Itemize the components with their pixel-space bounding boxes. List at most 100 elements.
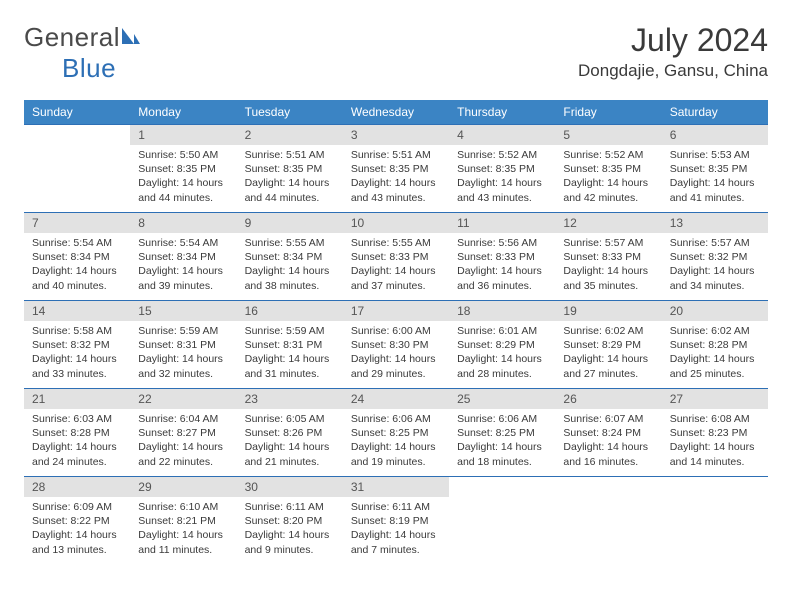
calendar-cell: 16Sunrise: 5:59 AMSunset: 8:31 PMDayligh…	[237, 301, 343, 389]
calendar-cell: 23Sunrise: 6:05 AMSunset: 8:26 PMDayligh…	[237, 389, 343, 477]
calendar-cell: 12Sunrise: 5:57 AMSunset: 8:33 PMDayligh…	[555, 213, 661, 301]
daylight-line: Daylight: 14 hours and 11 minutes.	[138, 528, 228, 556]
sunset-line: Sunset: 8:26 PM	[245, 426, 335, 440]
sunset-line: Sunset: 8:35 PM	[457, 162, 547, 176]
sunrise-line: Sunrise: 5:58 AM	[32, 324, 122, 338]
sunset-line: Sunset: 8:30 PM	[351, 338, 441, 352]
sunrise-line: Sunrise: 6:00 AM	[351, 324, 441, 338]
logo-text-right: Blue	[62, 53, 116, 83]
sunrise-line: Sunrise: 5:57 AM	[563, 236, 653, 250]
weekday-header: Friday	[555, 100, 661, 125]
calendar-cell: 14Sunrise: 5:58 AMSunset: 8:32 PMDayligh…	[24, 301, 130, 389]
day-details: Sunrise: 6:02 AMSunset: 8:28 PMDaylight:…	[662, 321, 768, 387]
calendar-cell: 11Sunrise: 5:56 AMSunset: 8:33 PMDayligh…	[449, 213, 555, 301]
day-details: Sunrise: 5:51 AMSunset: 8:35 PMDaylight:…	[343, 145, 449, 211]
sunrise-line: Sunrise: 5:57 AM	[670, 236, 760, 250]
calendar-row: 7Sunrise: 5:54 AMSunset: 8:34 PMDaylight…	[24, 213, 768, 301]
sunset-line: Sunset: 8:21 PM	[138, 514, 228, 528]
calendar-cell: 4Sunrise: 5:52 AMSunset: 8:35 PMDaylight…	[449, 125, 555, 213]
sunrise-line: Sunrise: 6:07 AM	[563, 412, 653, 426]
day-details: Sunrise: 6:02 AMSunset: 8:29 PMDaylight:…	[555, 321, 661, 387]
daylight-line: Daylight: 14 hours and 19 minutes.	[351, 440, 441, 468]
sunset-line: Sunset: 8:35 PM	[563, 162, 653, 176]
weekday-header-row: SundayMondayTuesdayWednesdayThursdayFrid…	[24, 100, 768, 125]
sunset-line: Sunset: 8:27 PM	[138, 426, 228, 440]
sunset-line: Sunset: 8:19 PM	[351, 514, 441, 528]
daylight-line: Daylight: 14 hours and 43 minutes.	[457, 176, 547, 204]
daylight-line: Daylight: 14 hours and 9 minutes.	[245, 528, 335, 556]
day-number: 6	[662, 125, 768, 145]
day-details: Sunrise: 5:55 AMSunset: 8:33 PMDaylight:…	[343, 233, 449, 299]
weekday-header: Tuesday	[237, 100, 343, 125]
sunset-line: Sunset: 8:35 PM	[245, 162, 335, 176]
calendar-cell: 8Sunrise: 5:54 AMSunset: 8:34 PMDaylight…	[130, 213, 236, 301]
calendar-cell: 22Sunrise: 6:04 AMSunset: 8:27 PMDayligh…	[130, 389, 236, 477]
page-header: GeneralBlue July 2024 Dongdajie, Gansu, …	[24, 22, 768, 84]
sunset-line: Sunset: 8:28 PM	[32, 426, 122, 440]
calendar-cell: 27Sunrise: 6:08 AMSunset: 8:23 PMDayligh…	[662, 389, 768, 477]
day-number: 9	[237, 213, 343, 233]
sunset-line: Sunset: 8:25 PM	[457, 426, 547, 440]
day-details: Sunrise: 5:59 AMSunset: 8:31 PMDaylight:…	[237, 321, 343, 387]
calendar-cell: 15Sunrise: 5:59 AMSunset: 8:31 PMDayligh…	[130, 301, 236, 389]
sunrise-line: Sunrise: 6:11 AM	[351, 500, 441, 514]
day-details: Sunrise: 6:07 AMSunset: 8:24 PMDaylight:…	[555, 409, 661, 475]
calendar-cell: 10Sunrise: 5:55 AMSunset: 8:33 PMDayligh…	[343, 213, 449, 301]
sunrise-line: Sunrise: 6:05 AM	[245, 412, 335, 426]
sunset-line: Sunset: 8:20 PM	[245, 514, 335, 528]
sunrise-line: Sunrise: 6:02 AM	[563, 324, 653, 338]
weekday-header: Saturday	[662, 100, 768, 125]
calendar-cell: 28Sunrise: 6:09 AMSunset: 8:22 PMDayligh…	[24, 477, 130, 565]
calendar-cell: 30 Sunrise: 6:11 AMSunset: 8:20 PMDayligh…	[237, 477, 343, 565]
sunrise-line: Sunrise: 5:54 AM	[138, 236, 228, 250]
sunset-line: Sunset: 8:33 PM	[351, 250, 441, 264]
sunset-line: Sunset: 8:24 PM	[563, 426, 653, 440]
calendar-cell: 9Sunrise: 5:55 AMSunset: 8:34 PMDaylight…	[237, 213, 343, 301]
calendar-cell	[662, 477, 768, 565]
calendar-cell: 24Sunrise: 6:06 AMSunset: 8:25 PMDayligh…	[343, 389, 449, 477]
day-details: Sunrise: 6:11 AMSunset: 8:19 PMDaylight:…	[343, 497, 449, 563]
day-details: Sunrise: 6:08 AMSunset: 8:23 PMDaylight:…	[662, 409, 768, 475]
daylight-line: Daylight: 14 hours and 38 minutes.	[245, 264, 335, 292]
day-number: 26	[555, 389, 661, 409]
day-number: 30	[237, 477, 343, 497]
daylight-line: Daylight: 14 hours and 16 minutes.	[563, 440, 653, 468]
calendar-cell: 25Sunrise: 6:06 AMSunset: 8:25 PMDayligh…	[449, 389, 555, 477]
daylight-line: Daylight: 14 hours and 33 minutes.	[32, 352, 122, 380]
daylight-line: Daylight: 14 hours and 18 minutes.	[457, 440, 547, 468]
calendar-cell: 2Sunrise: 5:51 AMSunset: 8:35 PMDaylight…	[237, 125, 343, 213]
daylight-line: Daylight: 14 hours and 42 minutes.	[563, 176, 653, 204]
day-number: 22	[130, 389, 236, 409]
day-number: 29	[130, 477, 236, 497]
day-details: Sunrise: 5:57 AMSunset: 8:32 PMDaylight:…	[662, 233, 768, 299]
daylight-line: Daylight: 14 hours and 28 minutes.	[457, 352, 547, 380]
daylight-line: Daylight: 14 hours and 44 minutes.	[245, 176, 335, 204]
sunrise-line: Sunrise: 5:52 AM	[563, 148, 653, 162]
sunset-line: Sunset: 8:22 PM	[32, 514, 122, 528]
logo: GeneralBlue	[24, 22, 142, 84]
daylight-line: Daylight: 14 hours and 25 minutes.	[670, 352, 760, 380]
calendar-cell	[555, 477, 661, 565]
day-details: Sunrise: 5:50 AMSunset: 8:35 PMDaylight:…	[130, 145, 236, 211]
title-block: July 2024 Dongdajie, Gansu, China	[578, 22, 768, 81]
day-number: 3	[343, 125, 449, 145]
daylight-line: Daylight: 14 hours and 14 minutes.	[670, 440, 760, 468]
daylight-line: Daylight: 14 hours and 7 minutes.	[351, 528, 441, 556]
daylight-line: Daylight: 14 hours and 34 minutes.	[670, 264, 760, 292]
weekday-header: Wednesday	[343, 100, 449, 125]
day-details: Sunrise: 6:04 AMSunset: 8:27 PMDaylight:…	[130, 409, 236, 475]
daylight-line: Daylight: 14 hours and 29 minutes.	[351, 352, 441, 380]
calendar-cell: 1Sunrise: 5:50 AMSunset: 8:35 PMDaylight…	[130, 125, 236, 213]
sunset-line: Sunset: 8:25 PM	[351, 426, 441, 440]
sunrise-line: Sunrise: 6:11 AM	[245, 500, 335, 514]
day-details: Sunrise: 5:51 AMSunset: 8:35 PMDaylight:…	[237, 145, 343, 211]
sunrise-line: Sunrise: 6:03 AM	[32, 412, 122, 426]
weekday-header: Thursday	[449, 100, 555, 125]
daylight-line: Daylight: 14 hours and 13 minutes.	[32, 528, 122, 556]
day-number: 17	[343, 301, 449, 321]
sunset-line: Sunset: 8:33 PM	[457, 250, 547, 264]
daylight-line: Daylight: 14 hours and 32 minutes.	[138, 352, 228, 380]
calendar-cell: 5Sunrise: 5:52 AMSunset: 8:35 PMDaylight…	[555, 125, 661, 213]
day-details: Sunrise: 6:05 AMSunset: 8:26 PMDaylight:…	[237, 409, 343, 475]
sunset-line: Sunset: 8:34 PM	[138, 250, 228, 264]
